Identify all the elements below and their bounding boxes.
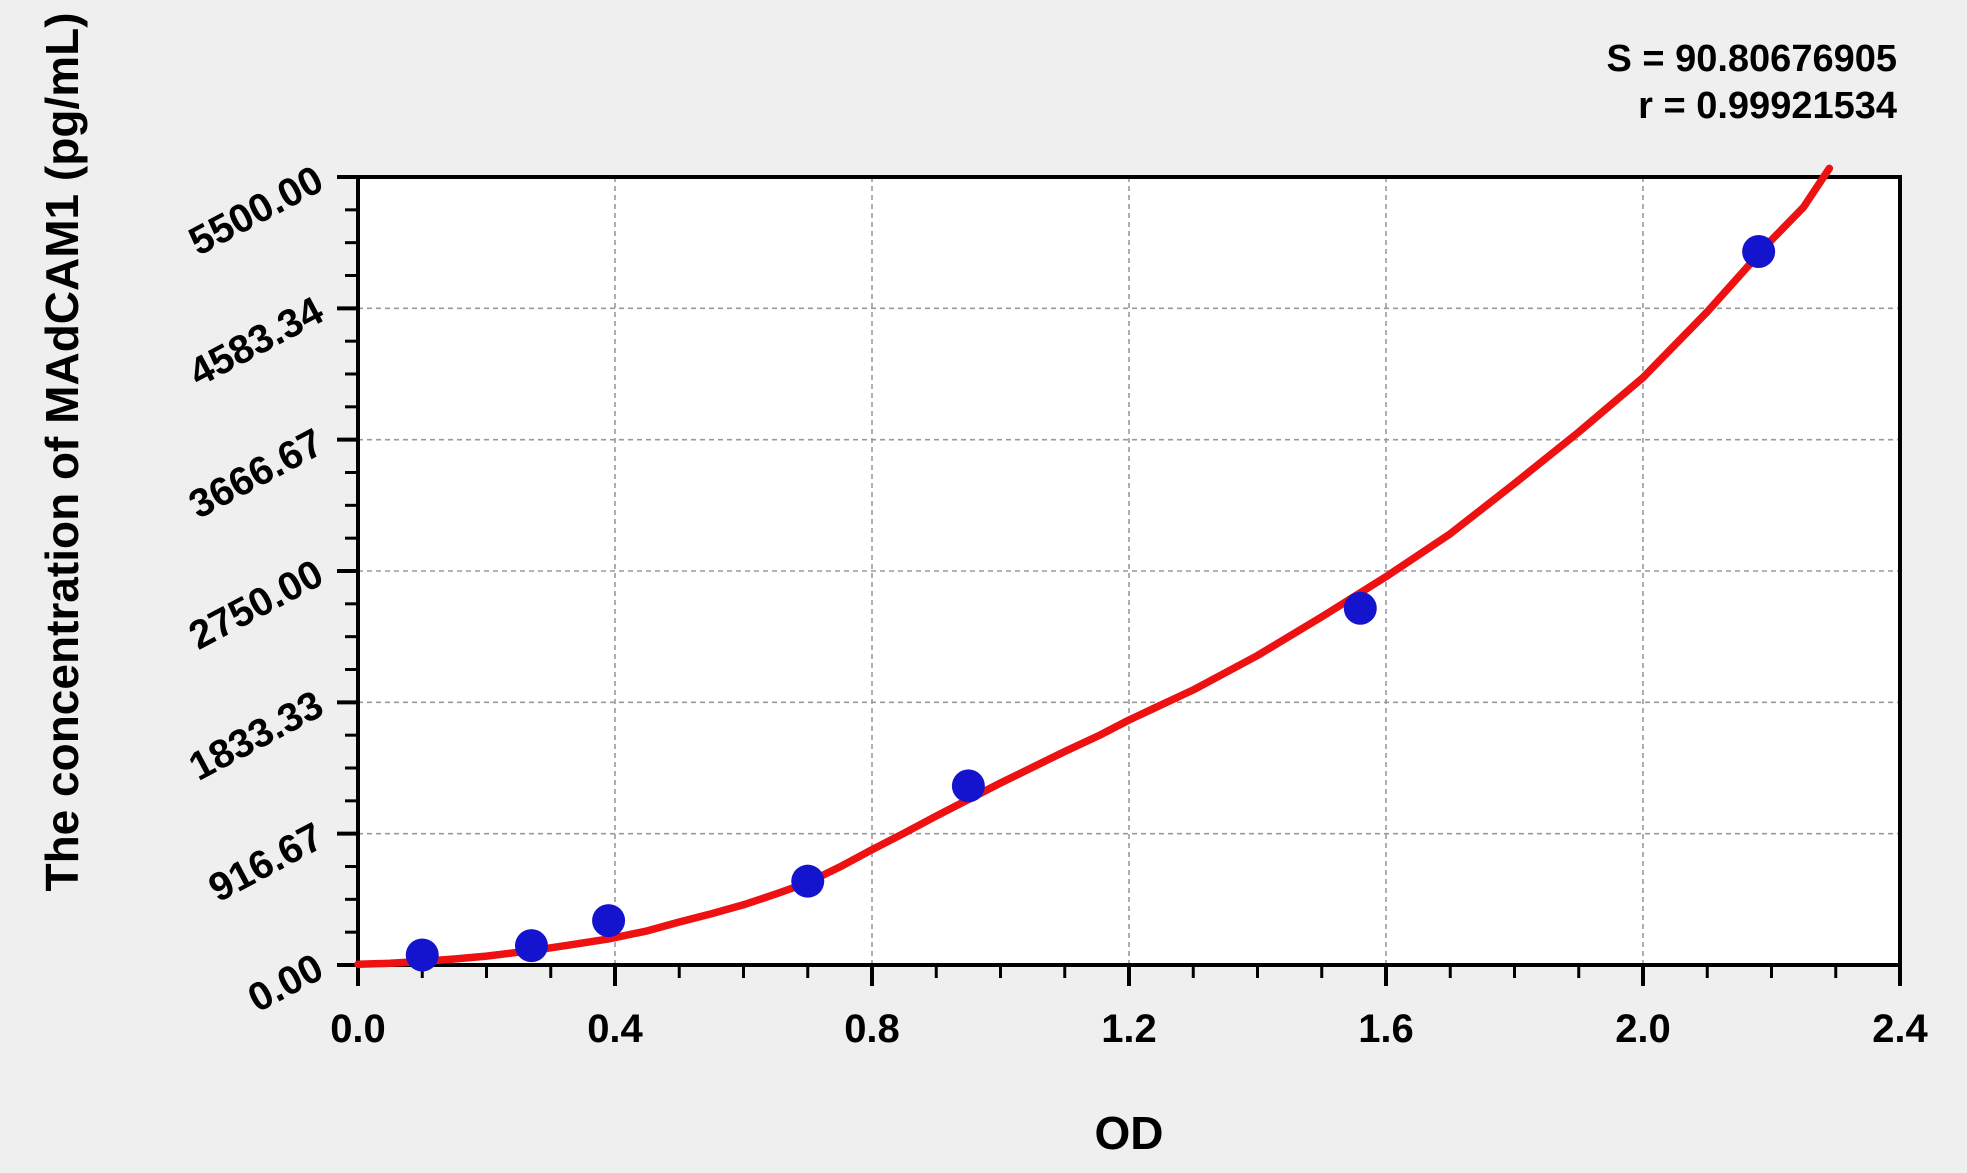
data-point <box>514 929 548 963</box>
data-point <box>791 864 825 898</box>
data-point <box>1343 591 1377 625</box>
x-tick-label: 0.4 <box>587 1007 643 1051</box>
fit-statistics: S = 90.80676905 r = 0.99921534 <box>1606 36 1897 130</box>
data-point <box>405 938 439 972</box>
x-axis-title: OD <box>1094 1107 1164 1159</box>
fit-stat-r: r = 0.99921534 <box>1638 85 1897 127</box>
data-point <box>592 904 626 938</box>
x-tick-label: 0.0 <box>330 1007 386 1051</box>
data-point <box>1742 235 1776 269</box>
x-tick-label: 1.6 <box>1358 1007 1414 1051</box>
fit-curve <box>354 164 1834 969</box>
x-tick-label: 2.4 <box>1872 1007 1928 1051</box>
fit-stat-s: S = 90.80676905 <box>1606 38 1897 80</box>
x-tick-label: 1.2 <box>1101 1007 1157 1051</box>
x-tick-label: 2.0 <box>1615 1007 1671 1051</box>
x-tick-label: 0.8 <box>844 1007 900 1051</box>
axis-frame <box>356 175 1902 967</box>
data-point <box>951 769 985 803</box>
y-axis-title: The concentration of MAdCAM1 (pg/mL) <box>36 12 88 892</box>
